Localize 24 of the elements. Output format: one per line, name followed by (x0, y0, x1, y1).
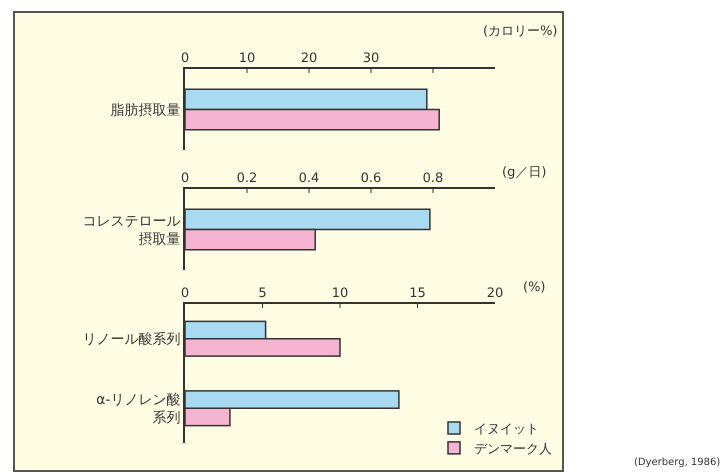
legend-label: デンマーク人 (474, 442, 552, 457)
x-tick-label: 10 (238, 51, 256, 66)
y-tick-label: α-リノレン酸系列 (96, 392, 180, 426)
y-tick-label: 脂肪摂取量 (110, 102, 180, 118)
x-tick-label: 0 (180, 286, 190, 302)
x-axis-title: (%) (523, 280, 546, 295)
x-tick-label: 0.8 (422, 171, 444, 186)
x-tick-label: 10 (332, 286, 348, 302)
x-tick-label: 20 (486, 286, 504, 302)
legend-label: イヌイット (474, 422, 539, 438)
x-tick-label: 5 (258, 286, 267, 302)
x-axis-title: (g／日) (502, 165, 546, 180)
y-tick-label: リノール酸系列 (82, 332, 180, 348)
x-tick-label: 20 (300, 51, 318, 66)
x-tick-label: 0 (180, 51, 190, 66)
y-tick-label: コレステロール摂取量 (82, 213, 180, 248)
x-tick-label: 0.6 (360, 171, 382, 186)
text: (Dyerberg, 1986) (634, 457, 720, 468)
x-tick-label: 0 (180, 171, 190, 186)
x-tick-label: 0.4 (298, 171, 320, 186)
x-axis-title: (カロリー%) (483, 24, 558, 39)
x-tick-label: 15 (409, 286, 426, 302)
x-tick-label: 30 (362, 51, 380, 66)
x-tick-label: 0.2 (236, 171, 258, 186)
